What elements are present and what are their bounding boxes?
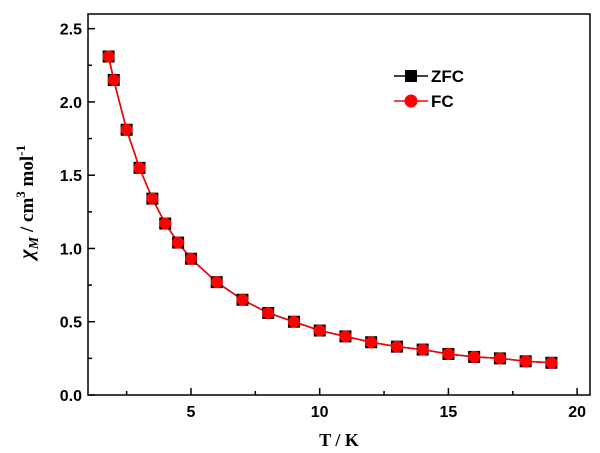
legend-marker-zfc (405, 70, 417, 82)
data-point-fc (172, 236, 185, 249)
data-point-fc (184, 252, 197, 265)
data-point-fc (365, 336, 378, 349)
legend: ZFC FC (394, 67, 464, 111)
data-point-fc (519, 355, 532, 368)
y-axis-sup-b: -1 (13, 145, 28, 156)
legend-label-zfc: ZFC (431, 67, 464, 86)
data-point-fc (159, 217, 172, 230)
legend-marker-fc (404, 94, 418, 108)
series-lines (107, 56, 552, 364)
x-tick-label: 15 (440, 404, 458, 421)
y-axis-unit-a: / cm (17, 198, 38, 237)
data-point-fc (468, 350, 481, 363)
y-tick-label: 0.5 (60, 315, 82, 332)
data-point-fc (493, 352, 506, 365)
data-point-fc (339, 330, 352, 343)
y-axis-symbol: χ (14, 248, 38, 262)
data-point-fc (210, 276, 223, 289)
data-point-fc (236, 293, 249, 306)
x-tick-label: 10 (311, 404, 329, 421)
y-tick-label: 2.5 (60, 22, 82, 39)
data-point-fc (102, 50, 115, 63)
series-markers (102, 50, 558, 369)
y-tick-label: 0.0 (60, 388, 82, 405)
data-point-fc (313, 324, 326, 337)
axis-ticks: 5 10 15 20 0.0 0.5 1.0 1.5 2.0 2.5 (60, 22, 586, 421)
data-point-fc (545, 356, 558, 369)
data-point-fc (442, 347, 455, 360)
x-tick-label: 20 (568, 404, 586, 421)
data-point-fc (133, 161, 146, 174)
series-line-zfc (107, 56, 552, 364)
plot-frame (87, 13, 591, 396)
legend-label-fc: FC (431, 92, 454, 111)
y-axis-unit-b: mol (17, 156, 38, 191)
data-point-fc (120, 123, 133, 136)
data-point-fc (287, 315, 300, 328)
y-tick-label: 1.0 (60, 241, 82, 258)
y-axis-subscript: M (27, 236, 42, 250)
x-tick-label: 5 (187, 404, 196, 421)
data-point-fc (146, 192, 159, 205)
y-tick-label: 1.5 (60, 168, 82, 185)
y-axis-title: χM / cm3 mol-1 (13, 145, 42, 262)
series-line-fc (107, 56, 552, 364)
data-point-fc (416, 343, 429, 356)
y-tick-label: 2.0 (60, 95, 82, 112)
x-axis-title: T / K (319, 430, 359, 450)
data-point-fc (262, 306, 275, 319)
y-axis-sup-a: 3 (13, 191, 28, 198)
data-point-fc (390, 340, 403, 353)
data-point-fc (107, 73, 120, 86)
